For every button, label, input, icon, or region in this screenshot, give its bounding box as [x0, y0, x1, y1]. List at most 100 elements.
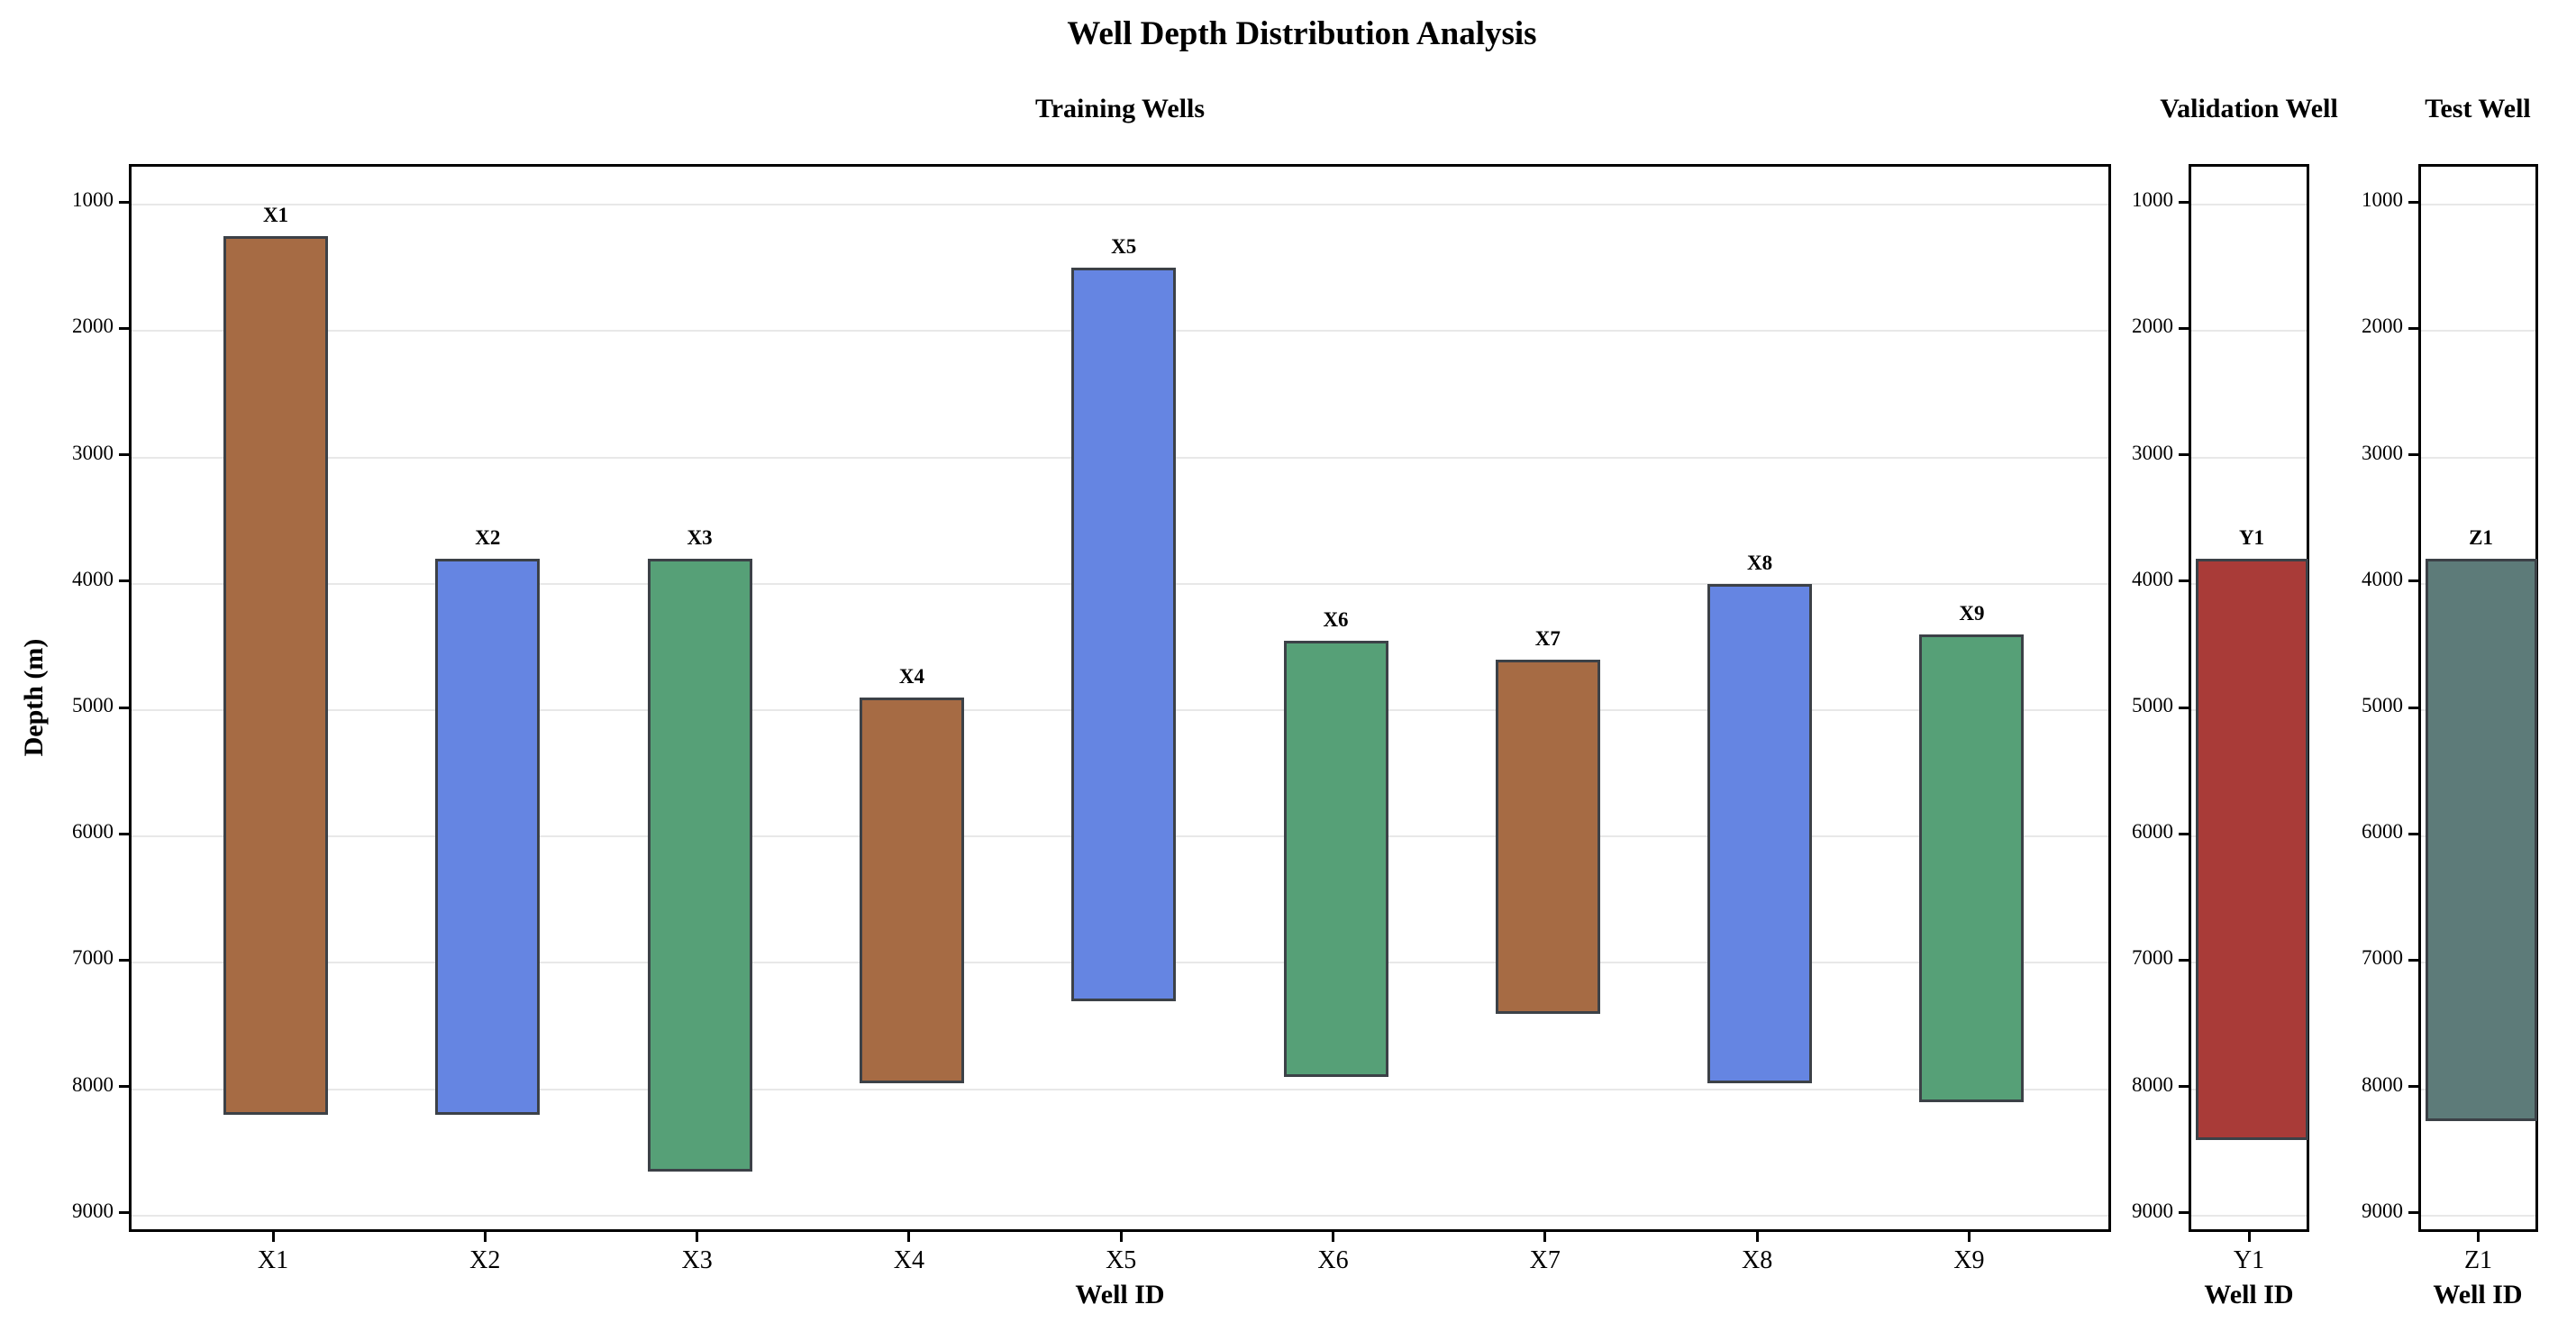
y-tick-mark — [2408, 200, 2418, 204]
figure-title: Well Depth Distribution Analysis — [1067, 15, 1537, 52]
depth-bar-X2 — [435, 558, 541, 1115]
depth-bar-X7 — [1495, 659, 1600, 1014]
training-panel-title: Training Wells — [1034, 94, 1206, 123]
x-tick-label-X3: X3 — [681, 1246, 713, 1274]
depth-bar-X4 — [859, 697, 964, 1083]
bar-top-label-X3: X3 — [687, 525, 713, 549]
y-tick-label: 9000 — [2362, 1199, 2403, 1222]
x-tick-label-X6: X6 — [1317, 1246, 1349, 1274]
x-tick-mark — [696, 1232, 699, 1242]
y-tick-label: 2000 — [2132, 315, 2173, 338]
x-tick-label-X1: X1 — [257, 1246, 289, 1274]
y-gridline-9000 — [2191, 1214, 2307, 1217]
y-gridline-1000 — [2191, 204, 2307, 206]
x-tick-label-X2: X2 — [469, 1246, 501, 1274]
y-tick-mark — [2179, 326, 2189, 330]
y-tick-label: 3000 — [2132, 441, 2173, 464]
test-x-axis-label: Well ID — [2433, 1280, 2523, 1309]
x-tick-label-Z1: Z1 — [2463, 1246, 2493, 1274]
y-gridline-9000 — [132, 1214, 2108, 1217]
y-gridline-2000 — [2421, 330, 2535, 333]
y-tick-mark — [2408, 706, 2418, 709]
y-tick-label: 9000 — [72, 1199, 114, 1222]
y-tick-label: 5000 — [2362, 694, 2403, 717]
y-tick-mark — [2179, 832, 2189, 835]
y-tick-label: 1000 — [2132, 188, 2173, 212]
y-tick-mark — [2179, 706, 2189, 709]
x-tick-mark — [1755, 1232, 1759, 1242]
y-tick-mark — [2179, 453, 2189, 457]
y-tick-mark — [119, 579, 129, 583]
y-tick-label: 8000 — [2132, 1072, 2173, 1096]
y-tick-mark — [2408, 832, 2418, 835]
y-tick-mark — [2408, 1085, 2418, 1089]
y-tick-label: 6000 — [2362, 820, 2403, 844]
depth-bar-X8 — [1707, 583, 1813, 1083]
bar-top-label-X6: X6 — [1323, 607, 1349, 631]
bar-top-label-X2: X2 — [475, 525, 501, 549]
x-tick-mark — [907, 1232, 911, 1242]
x-tick-mark — [1119, 1232, 1123, 1242]
x-tick-mark — [483, 1232, 487, 1242]
y-tick-mark — [2179, 200, 2189, 204]
validation-x-axis-label: Well ID — [2204, 1280, 2294, 1309]
y-tick-mark — [2408, 579, 2418, 583]
y-tick-mark — [119, 958, 129, 962]
y-tick-mark — [2408, 326, 2418, 330]
y-tick-label: 2000 — [72, 315, 114, 338]
x-tick-mark — [1543, 1232, 1547, 1242]
bar-top-label-X7: X7 — [1534, 626, 1561, 650]
y-tick-mark — [119, 326, 129, 330]
depth-bar-X1 — [223, 236, 328, 1115]
y-tick-mark — [2408, 453, 2418, 457]
bar-top-label-Y1: Y1 — [2238, 525, 2265, 549]
bar-top-label-X5: X5 — [1111, 235, 1137, 259]
y-tick-mark — [2179, 1085, 2189, 1089]
y-tick-label: 5000 — [72, 694, 114, 717]
training-x-axis-label: Well ID — [1075, 1280, 1165, 1309]
bar-top-label-Z1: Z1 — [2469, 525, 2493, 549]
y-tick-mark — [119, 200, 129, 204]
bar-top-label-X4: X4 — [898, 664, 924, 688]
y-gridline-9000 — [2421, 1214, 2535, 1217]
plot-panel-validation-well: Y1 — [2189, 164, 2309, 1232]
y-tick-label: 5000 — [2132, 694, 2173, 717]
plot-panel-training-wells: X1 X2 X3 X4 X5 X6 X7 X8 X9 — [129, 164, 2111, 1232]
y-tick-mark — [119, 706, 129, 709]
y-tick-mark — [2408, 958, 2418, 962]
x-tick-label-X9: X9 — [1953, 1246, 1985, 1274]
y-gridline-3000 — [2421, 456, 2535, 459]
y-tick-mark — [119, 1085, 129, 1089]
y-tick-label: 8000 — [72, 1072, 114, 1096]
y-gridline-1000 — [132, 204, 2108, 206]
depth-bar-X9 — [1919, 634, 2025, 1102]
validation-panel-title: Validation Well — [2160, 94, 2338, 123]
depth-bar-Y1 — [2195, 558, 2308, 1140]
depth-bar-Z1 — [2425, 558, 2537, 1121]
y-tick-mark — [119, 832, 129, 835]
x-tick-label-X5: X5 — [1106, 1246, 1137, 1274]
x-tick-label-X7: X7 — [1529, 1246, 1561, 1274]
x-tick-mark — [2247, 1232, 2251, 1242]
x-tick-label-Y1: Y1 — [2233, 1246, 2265, 1274]
y-tick-label: 6000 — [2132, 820, 2173, 844]
y-tick-mark — [2408, 1211, 2418, 1215]
bar-top-label-X8: X8 — [1747, 551, 1773, 574]
x-tick-label-X8: X8 — [1741, 1246, 1773, 1274]
y-gridline-3000 — [2191, 456, 2307, 459]
y-tick-mark — [2179, 579, 2189, 583]
y-tick-mark — [2179, 1211, 2189, 1215]
bar-top-label-X1: X1 — [262, 204, 289, 227]
y-tick-label: 7000 — [2362, 946, 2403, 970]
y-tick-mark — [2179, 958, 2189, 962]
y-tick-mark — [119, 1211, 129, 1215]
y-gridline-1000 — [2421, 204, 2535, 206]
y-tick-label: 7000 — [2132, 946, 2173, 970]
y-tick-label: 7000 — [72, 946, 114, 970]
x-tick-mark — [271, 1232, 275, 1242]
y-gridline-8000 — [132, 1088, 2108, 1090]
depth-bar-X5 — [1071, 268, 1177, 1001]
bar-top-label-X9: X9 — [1959, 601, 1985, 625]
y-tick-mark — [119, 453, 129, 457]
x-tick-mark — [2477, 1232, 2480, 1242]
